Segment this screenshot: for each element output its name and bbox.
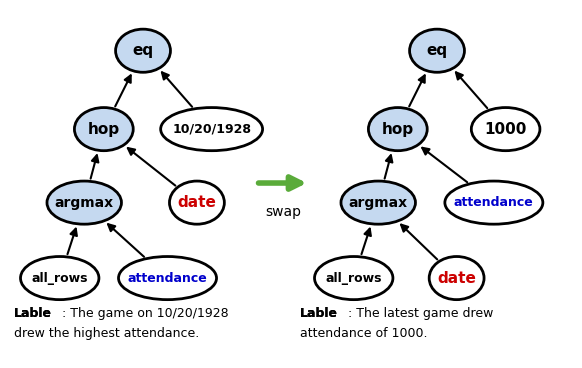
Text: hop: hop	[382, 121, 414, 137]
Text: : The game on 10/20/1928: : The game on 10/20/1928	[62, 308, 228, 321]
Text: Lable: Lable	[300, 308, 338, 321]
Text: attendance of 1000.: attendance of 1000.	[300, 327, 427, 340]
Text: all_rows: all_rows	[31, 272, 88, 284]
Text: argmax: argmax	[55, 196, 114, 210]
Ellipse shape	[445, 181, 543, 224]
Text: eq: eq	[133, 43, 154, 58]
Ellipse shape	[47, 181, 122, 224]
Text: attendance: attendance	[127, 272, 207, 284]
Ellipse shape	[119, 256, 217, 300]
Text: date: date	[178, 195, 217, 210]
Ellipse shape	[161, 107, 262, 151]
Text: Lable: Lable	[300, 308, 338, 321]
Text: all_rows: all_rows	[325, 272, 382, 284]
Text: Lable: Lable	[13, 308, 52, 321]
Text: argmax: argmax	[349, 196, 408, 210]
Ellipse shape	[169, 181, 224, 224]
Text: date: date	[437, 270, 476, 286]
Ellipse shape	[341, 181, 416, 224]
Text: eq: eq	[427, 43, 448, 58]
Text: drew the highest attendance.: drew the highest attendance.	[13, 327, 199, 340]
Ellipse shape	[368, 107, 427, 151]
Text: 1000: 1000	[484, 121, 527, 137]
Text: attendance: attendance	[454, 196, 534, 209]
Text: Lable: Lable	[13, 308, 52, 321]
Ellipse shape	[410, 29, 464, 72]
Text: hop: hop	[88, 121, 120, 137]
Ellipse shape	[471, 107, 540, 151]
Ellipse shape	[429, 256, 484, 300]
Text: 10/20/1928: 10/20/1928	[172, 123, 251, 136]
Ellipse shape	[20, 256, 99, 300]
Ellipse shape	[116, 29, 171, 72]
Text: swap: swap	[265, 205, 301, 219]
Ellipse shape	[314, 256, 393, 300]
Ellipse shape	[74, 107, 133, 151]
Text: : The latest game drew: : The latest game drew	[348, 308, 494, 321]
